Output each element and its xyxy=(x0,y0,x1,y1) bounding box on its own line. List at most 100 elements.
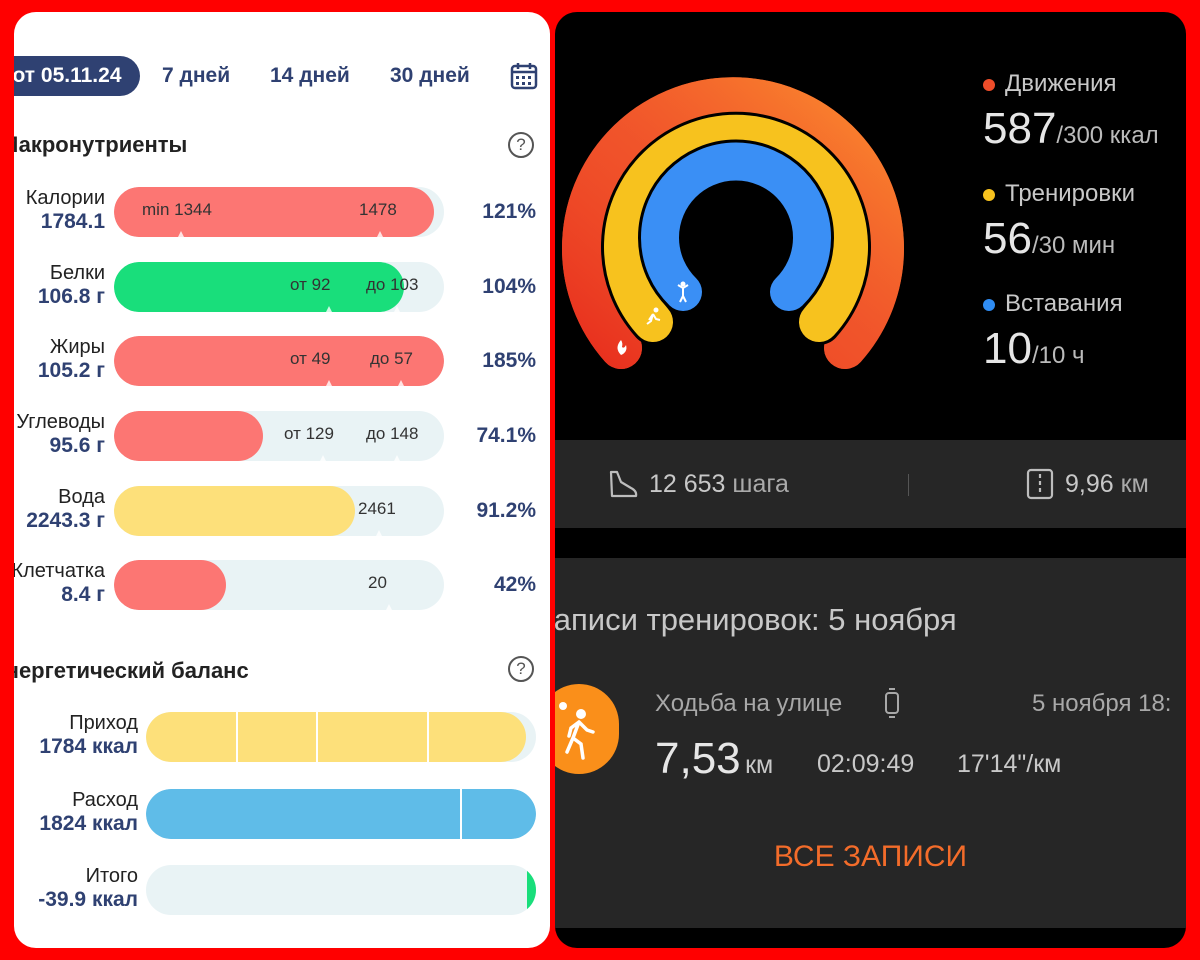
balance-bar xyxy=(146,865,536,915)
activity-rings xyxy=(562,77,904,369)
move-value: 587/300 ккал xyxy=(983,104,1159,153)
move-dot xyxy=(983,79,995,91)
exercise-ring xyxy=(604,114,868,342)
running-icon xyxy=(646,307,661,325)
workout-pace: 17'14"/км xyxy=(957,750,1062,778)
macro-percent: 185% xyxy=(482,349,536,372)
macro-percent: 74.1% xyxy=(476,424,536,447)
macros-help-icon[interactable]: ? xyxy=(508,132,534,158)
stand-dot xyxy=(983,299,995,311)
balance-fill xyxy=(146,712,526,762)
macro-max-mark: до 57 xyxy=(370,349,414,368)
balance-divider xyxy=(460,789,462,839)
balance-bar xyxy=(146,712,536,762)
tab-date-range[interactable]: от 05.11.24 xyxy=(14,56,140,96)
macro-max-mark: до 148 xyxy=(366,424,419,443)
macro-progress-bar: 20 xyxy=(114,560,444,610)
macro-max-tick xyxy=(394,306,400,312)
macro-progress-fill xyxy=(114,187,434,237)
band-icon xyxy=(885,688,899,718)
exercise-value: 56/30 мин xyxy=(983,214,1116,263)
balance-help-icon[interactable]: ? xyxy=(508,656,534,682)
macro-min-mark: от 129 xyxy=(284,424,334,443)
steps-value: 12 653 шага xyxy=(649,470,789,498)
macro-min-tick xyxy=(178,231,184,237)
balance-divider xyxy=(427,712,429,762)
flame-icon xyxy=(617,340,627,355)
macro-max-tick xyxy=(394,455,400,461)
stats-divider xyxy=(908,474,909,496)
workout-duration: 02:09:49 xyxy=(817,750,915,778)
macro-min-tick xyxy=(320,455,326,461)
balance-bar xyxy=(146,789,536,839)
balance-fill xyxy=(146,789,536,839)
balance-value: -39.9 ккал xyxy=(38,888,138,911)
balance-value: 1784 ккал xyxy=(39,735,138,758)
balance-divider xyxy=(316,712,318,762)
exercise-label: Тренировки xyxy=(1005,180,1136,207)
macro-max-mark: 1478 xyxy=(359,200,397,219)
macro-max-tick xyxy=(377,231,383,237)
workout-date: 5 ноября 18: xyxy=(1032,690,1172,717)
macro-name: Калории xyxy=(25,187,105,209)
macro-min-mark: min 1344 xyxy=(142,200,212,219)
macro-value: 8.4 г xyxy=(61,583,105,606)
standing-icon xyxy=(677,281,689,303)
macro-percent: 104% xyxy=(482,275,536,298)
macro-progress-bar: от 92 до 103 xyxy=(114,262,444,312)
macro-progress-fill xyxy=(114,336,444,386)
macro-progress-fill xyxy=(114,262,404,312)
macro-percent: 121% xyxy=(482,200,536,223)
macro-progress-fill xyxy=(114,486,355,536)
macro-min-mark: от 92 xyxy=(290,275,331,294)
macro-progress-fill xyxy=(114,560,226,610)
shoe-icon xyxy=(609,470,638,498)
daily-stats-bar: 12 653 шага 9,96 км xyxy=(555,440,1186,528)
balance-divider xyxy=(236,712,238,762)
macros-title: Макронутриенты xyxy=(14,132,188,157)
distance-icon xyxy=(1026,468,1054,500)
tab-30-days[interactable]: 30 дней xyxy=(390,64,470,87)
energy-balance-title: Энергетический баланс xyxy=(14,658,249,683)
stand-value: 10/10 ч xyxy=(983,324,1085,373)
tab-14-days[interactable]: 14 дней xyxy=(270,64,350,87)
workout-distance: 7,53 км xyxy=(655,734,774,783)
calendar-icon[interactable] xyxy=(510,62,538,90)
balance-value: 1824 ккал xyxy=(39,812,138,835)
macro-value: 105.2 г xyxy=(37,359,105,382)
stand-ring xyxy=(641,142,831,311)
workout-name[interactable]: Ходьба на улице xyxy=(655,690,843,717)
tab-7-days[interactable]: 7 дней xyxy=(162,64,231,87)
macro-min-tick xyxy=(326,380,332,386)
activity-panel: Движения 587/300 ккал Тренировки 56/30 м… xyxy=(555,12,1186,948)
macro-max-mark: 2461 xyxy=(358,499,396,518)
macro-name: Вода xyxy=(58,486,105,508)
records-title: Записи тренировок: 5 ноября xyxy=(555,602,957,637)
macro-value: 1784.1 xyxy=(40,210,105,233)
macro-name: Жиры xyxy=(49,336,105,358)
balance-name: Расход xyxy=(72,789,138,811)
macro-max-mark: до 103 xyxy=(366,275,419,294)
macro-min-tick xyxy=(326,306,332,312)
distance-value: 9,96 км xyxy=(1065,470,1149,498)
macro-progress-bar: min 1344 1478 xyxy=(114,187,444,237)
balance-total-fill xyxy=(527,865,536,915)
balance-name: Итого xyxy=(85,865,138,887)
nutrition-panel: от 05.11.24 7 дней 14 дней 30 дней Макро… xyxy=(14,12,550,948)
macro-max-tick xyxy=(376,530,382,536)
macro-max-tick xyxy=(398,380,404,386)
macro-percent: 91.2% xyxy=(476,499,536,522)
macro-percent: 42% xyxy=(493,573,536,596)
workout-records-card: Записи тренировок: 5 ноября Ходьба на ул… xyxy=(555,558,1186,928)
all-records-button[interactable]: ВСЕ ЗАПИСИ xyxy=(773,840,968,873)
macro-name: Клетчатка xyxy=(14,560,105,582)
macro-progress-bar: от 129 до 148 xyxy=(114,411,444,461)
macro-progress-bar: от 49 до 57 xyxy=(114,336,444,386)
macro-value: 106.8 г xyxy=(37,285,105,308)
macro-max-tick xyxy=(386,604,392,610)
macro-name: Белки xyxy=(49,262,105,284)
macro-progress-fill xyxy=(114,411,263,461)
macro-value: 2243.3 г xyxy=(26,509,105,532)
balance-name: Приход xyxy=(69,712,138,734)
walking-workout-icon[interactable] xyxy=(555,684,619,774)
